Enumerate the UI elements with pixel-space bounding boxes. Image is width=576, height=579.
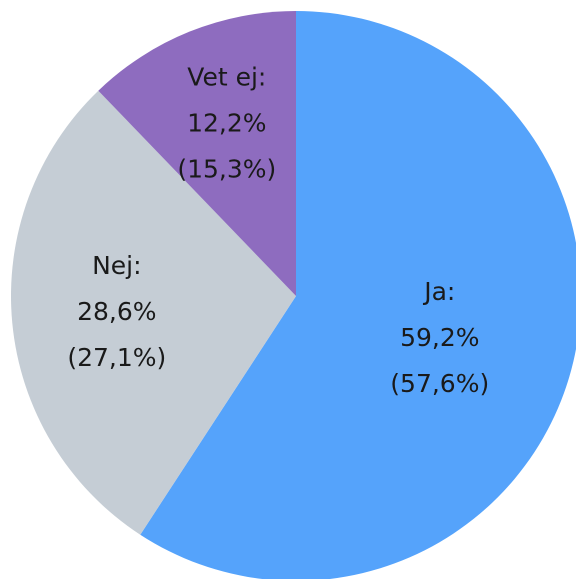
- slice-value-label: 12,2%: [187, 108, 266, 137]
- slice-category: Vet ej:: [187, 62, 266, 91]
- pie-slice: [11, 90, 296, 535]
- pie-slice: [98, 11, 296, 296]
- slice-category: Ja:: [422, 277, 455, 306]
- slice-value-label: 59,2%: [400, 323, 479, 352]
- slice-category: Nej:: [92, 251, 141, 280]
- slice-previous-label: (57,6%): [390, 369, 489, 398]
- pie-slice: [140, 11, 576, 579]
- slice-value-label: 28,6%: [77, 297, 156, 326]
- slice-previous-label: (27,1%): [67, 343, 166, 372]
- slice-previous-label: (15,3%): [177, 154, 276, 183]
